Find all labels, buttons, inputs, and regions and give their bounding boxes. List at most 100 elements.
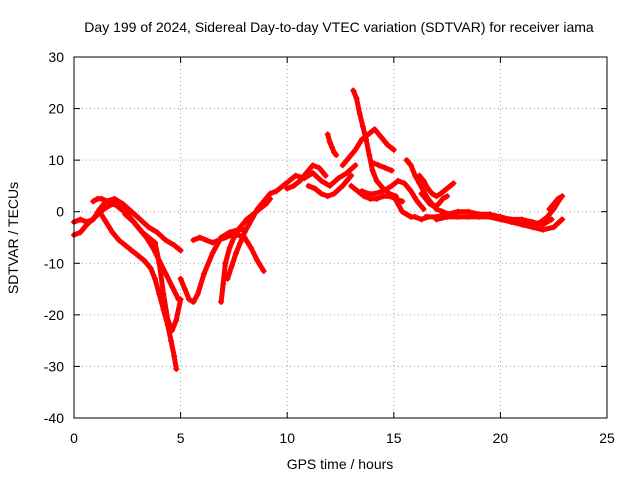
- data-point: [454, 208, 461, 215]
- data-point: [237, 224, 244, 231]
- data-point: [102, 219, 109, 226]
- data-point: [326, 182, 333, 189]
- data-point: [358, 136, 365, 143]
- data-point: [83, 219, 90, 226]
- data-point: [237, 239, 244, 246]
- data-point: [201, 270, 208, 277]
- data-point: [422, 195, 429, 202]
- data-point: [486, 213, 493, 220]
- data-point: [454, 213, 461, 220]
- y-tick-label: 20: [48, 101, 64, 117]
- data-point: [181, 286, 188, 293]
- data-point: [401, 180, 408, 187]
- data-point: [546, 206, 553, 213]
- data-point: [222, 234, 229, 241]
- y-axis-label: SDTVAR / TECUs: [5, 182, 21, 294]
- data-point: [128, 208, 135, 215]
- data-point: [339, 162, 346, 169]
- data-point: [427, 200, 434, 207]
- y-tick-label: 0: [56, 204, 64, 220]
- data-point: [450, 180, 457, 187]
- data-point: [544, 213, 551, 220]
- data-point: [290, 182, 297, 189]
- data-point: [218, 298, 225, 305]
- data-point: [343, 170, 350, 177]
- x-tick-label: 20: [493, 430, 509, 446]
- data-point: [220, 280, 227, 287]
- data-point: [145, 234, 152, 241]
- series-arc-12: [305, 172, 355, 200]
- data-point: [518, 216, 525, 223]
- data-point: [395, 200, 402, 207]
- data-point: [380, 193, 387, 200]
- data-point: [367, 195, 374, 202]
- data-point: [98, 195, 105, 202]
- data-point: [152, 275, 159, 282]
- data-point: [162, 237, 169, 244]
- data-point: [373, 195, 380, 202]
- data-point: [429, 190, 436, 197]
- data-point: [296, 177, 303, 184]
- data-point: [190, 237, 197, 244]
- data-point: [433, 216, 440, 223]
- series-line: [97, 209, 179, 372]
- series-arc-6: [177, 226, 248, 305]
- data-point: [96, 208, 103, 215]
- data-point: [531, 221, 538, 228]
- series-line: [370, 160, 395, 173]
- series-arc-15: [339, 126, 397, 169]
- data-point: [303, 170, 310, 177]
- data-point: [267, 190, 274, 197]
- data-point: [111, 200, 118, 207]
- data-point: [316, 164, 323, 171]
- data-point: [168, 337, 175, 344]
- data-point: [407, 188, 414, 195]
- data-point: [352, 162, 359, 169]
- data-point: [339, 182, 346, 189]
- data-point: [254, 257, 261, 264]
- data-point: [111, 195, 118, 202]
- data-point: [186, 296, 193, 303]
- data-point: [109, 229, 116, 236]
- data-point: [305, 182, 312, 189]
- data-point: [554, 195, 561, 202]
- data-point: [403, 211, 410, 218]
- data-point: [540, 226, 547, 233]
- x-tick-label: 5: [177, 430, 185, 446]
- data-point: [292, 172, 299, 179]
- data-point: [160, 291, 167, 298]
- data-point: [171, 242, 178, 249]
- data-point: [177, 247, 184, 254]
- data-point: [230, 234, 237, 241]
- y-tick-label: -40: [44, 410, 64, 426]
- data-point: [309, 162, 316, 169]
- data-point: [284, 185, 291, 192]
- data-point: [378, 133, 385, 140]
- data-point: [422, 213, 429, 220]
- data-point: [254, 206, 261, 213]
- data-point: [414, 198, 421, 205]
- series-line: [416, 173, 456, 199]
- data-point: [444, 185, 451, 192]
- data-point: [260, 268, 267, 275]
- data-point: [416, 180, 423, 187]
- data-point: [90, 216, 97, 223]
- data-point: [324, 193, 331, 200]
- data-point: [243, 216, 250, 223]
- data-point: [145, 224, 152, 231]
- y-tick-label: -30: [44, 358, 64, 374]
- grid: [74, 57, 607, 418]
- y-tick-label: 10: [48, 152, 64, 168]
- data-point: [369, 159, 376, 166]
- data-point: [128, 247, 135, 254]
- data-point: [439, 195, 446, 202]
- data-point: [359, 123, 366, 130]
- data-point: [154, 229, 161, 236]
- y-tick-label: -10: [44, 255, 64, 271]
- data-point: [399, 208, 406, 215]
- data-point: [508, 219, 515, 226]
- series-line: [359, 178, 427, 212]
- data-point: [465, 208, 472, 215]
- data-point: [122, 242, 129, 249]
